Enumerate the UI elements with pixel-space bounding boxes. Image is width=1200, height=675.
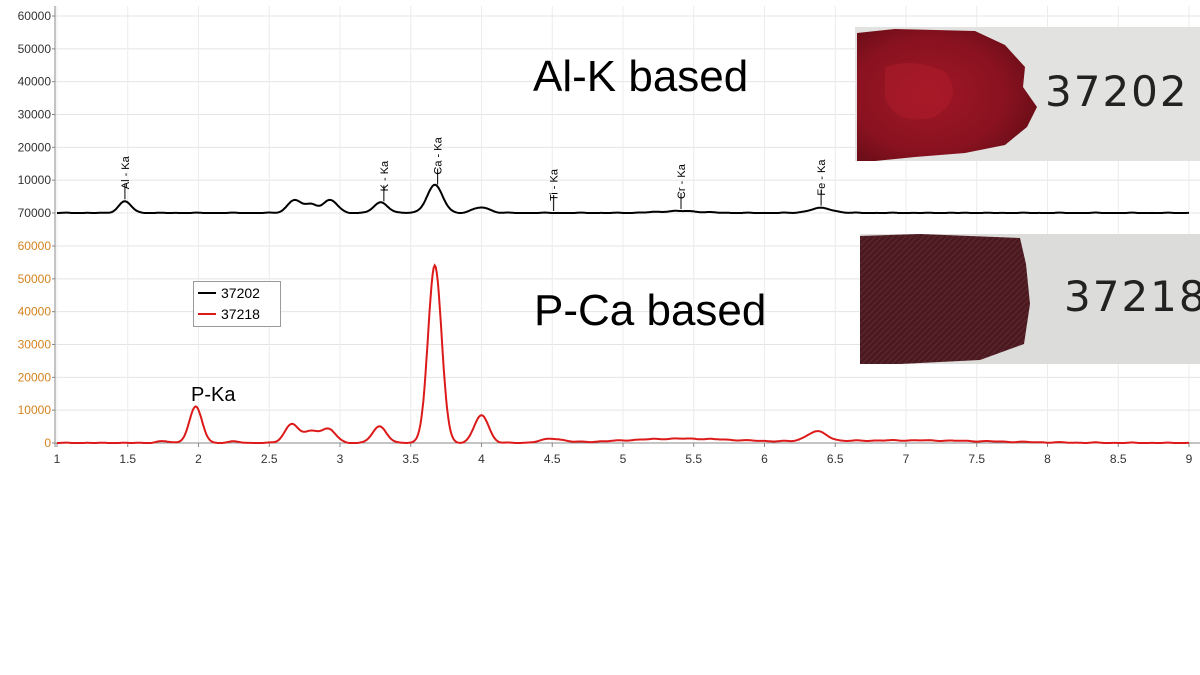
legend-entry: 37218 bbox=[194, 303, 280, 324]
x-axis-ticks: 1 1.5 2 2.5 3 3.5 4 4.5 5 5.5 6 6.5 7 7.5 8 8.5 9 bbox=[54, 443, 1193, 466]
element-marker-label: Al - Ka bbox=[120, 155, 132, 189]
y-tick-label: 30000 bbox=[18, 108, 52, 122]
y-tick-label: 50000 bbox=[18, 42, 52, 56]
x-tick-label: 1.5 bbox=[119, 452, 136, 466]
stain-image bbox=[857, 29, 1037, 161]
element-marker-label: Ti - Ka bbox=[549, 168, 561, 201]
x-tick-label: 6.5 bbox=[827, 452, 844, 466]
x-tick-label: 8 bbox=[1044, 452, 1051, 466]
x-tick-label: 7.5 bbox=[968, 452, 985, 466]
legend: 37202 37218 bbox=[193, 281, 281, 327]
y-tick-label: 10000 bbox=[18, 403, 52, 417]
upper-y-ticks: 70000 10000 20000 30000 40000 50000 60000 bbox=[18, 9, 55, 220]
element-marker-label: Ca - Ka bbox=[433, 136, 445, 174]
y-tick-label: 10000 bbox=[18, 173, 52, 187]
series-line-37218 bbox=[57, 263, 1189, 444]
photo-label: 37218 bbox=[1064, 272, 1200, 321]
legend-label: 37202 bbox=[221, 284, 260, 301]
x-tick-label: 8.5 bbox=[1110, 452, 1127, 466]
y-tick-label: 60000 bbox=[18, 239, 52, 253]
sample-photo-37218: 37218 bbox=[860, 234, 1200, 364]
x-tick-label: 3 bbox=[337, 452, 344, 466]
x-tick-label: 3.5 bbox=[402, 452, 419, 466]
y-tick-label: 0 bbox=[44, 436, 51, 450]
y-tick-label: 60000 bbox=[18, 9, 52, 23]
legend-swatch-red bbox=[198, 312, 216, 315]
p-ka-label: P-Ka bbox=[191, 384, 236, 406]
legend-swatch-black bbox=[198, 291, 216, 294]
lower-y-ticks: 0 10000 20000 30000 40000 50000 60000 bbox=[18, 239, 55, 450]
x-tick-label: 7 bbox=[903, 452, 910, 466]
x-tick-label: 6 bbox=[761, 452, 768, 466]
series-lines bbox=[57, 183, 1189, 444]
element-marker-label: K - Ka bbox=[379, 160, 391, 191]
y-tick-label: 40000 bbox=[18, 75, 52, 89]
x-tick-label: 9 bbox=[1186, 452, 1193, 466]
y-tick-label: 20000 bbox=[18, 140, 52, 154]
y-tick-label: 30000 bbox=[18, 338, 52, 352]
series-line-37202 bbox=[57, 183, 1189, 215]
lower-title: P-Ca based bbox=[534, 286, 767, 335]
stain-image bbox=[860, 234, 1030, 364]
y-tick-label: 40000 bbox=[18, 305, 52, 319]
sample-photo-37202: 37202 bbox=[855, 27, 1200, 161]
x-tick-label: 1 bbox=[54, 452, 61, 466]
y-tick-label: 70000 bbox=[18, 206, 52, 220]
photo-label: 37202 bbox=[1045, 67, 1189, 116]
x-tick-label: 5 bbox=[620, 452, 627, 466]
element-markers: Al - Ka K - Ka Ca - Ka Ti - Ka Cr - Ka Fe - K… bbox=[120, 136, 828, 211]
x-tick-label: 2.5 bbox=[261, 452, 278, 466]
element-marker-label: Cr - Ka bbox=[676, 163, 688, 199]
x-tick-label: 2 bbox=[195, 452, 202, 466]
element-marker-label: Fe - Ka bbox=[816, 159, 828, 196]
y-tick-label: 50000 bbox=[18, 272, 52, 286]
x-tick-label: 4.5 bbox=[544, 452, 561, 466]
x-tick-label: 5.5 bbox=[685, 452, 702, 466]
x-tick-label: 4 bbox=[478, 452, 485, 466]
upper-title: Al-K based bbox=[533, 52, 749, 101]
y-tick-label: 20000 bbox=[18, 370, 52, 384]
legend-label: 37218 bbox=[221, 305, 260, 322]
legend-entry: 37202 bbox=[194, 282, 280, 303]
